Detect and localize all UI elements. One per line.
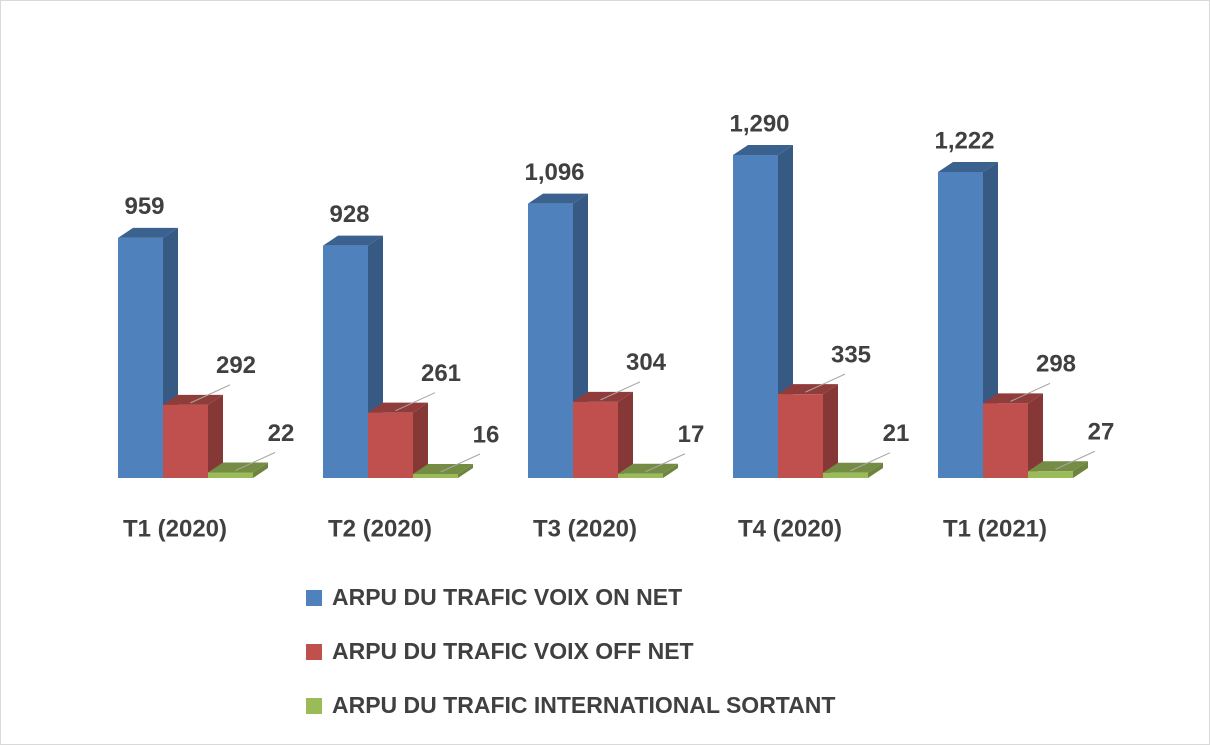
bar-top	[938, 162, 998, 173]
bar-top	[413, 463, 473, 474]
leader-line	[235, 452, 276, 471]
data-label: 304	[626, 349, 667, 376]
bar-side	[663, 463, 678, 478]
data-label: 1,290	[729, 110, 789, 137]
bar-front	[118, 237, 163, 478]
bar	[823, 462, 883, 478]
bar-front	[323, 245, 368, 478]
data-label: 959	[124, 193, 164, 220]
bar-top	[778, 384, 838, 395]
legend-swatch	[306, 590, 322, 606]
bar-top	[733, 145, 793, 155]
data-label: 292	[216, 352, 256, 379]
bar-top	[528, 193, 588, 204]
legend-swatch	[306, 644, 322, 660]
bar-side	[618, 391, 633, 478]
bar-side	[413, 402, 428, 478]
legend-label: ARPU DU TRAFIC VOIX ON NET	[332, 584, 682, 610]
bar-front	[983, 403, 1028, 478]
bar-front	[823, 472, 868, 478]
data-label: 1,096	[524, 159, 584, 186]
legend-label: ARPU DU TRAFIC INTERNATIONAL SORTANT	[332, 692, 835, 718]
bar-front	[1028, 471, 1073, 478]
data-label: 22	[268, 420, 295, 447]
bar-side	[823, 384, 838, 478]
bar-front	[163, 404, 208, 478]
bar-top	[323, 235, 383, 246]
x-tick-label: T4 (2020)	[738, 515, 842, 542]
bar-top	[368, 402, 428, 413]
bar-top	[163, 394, 223, 405]
leader-line	[600, 381, 641, 401]
data-label: 1,222	[934, 127, 994, 154]
leader-line	[805, 373, 846, 393]
bar	[413, 463, 473, 478]
x-tick-label: T3 (2020)	[533, 515, 637, 542]
bar-top	[573, 391, 633, 402]
bar-top	[823, 462, 883, 473]
bar-front	[938, 172, 983, 478]
data-label: 298	[1036, 351, 1076, 378]
bar-front	[368, 412, 413, 478]
leader-line	[1055, 450, 1096, 470]
bar-side	[1073, 461, 1088, 478]
bar	[368, 402, 428, 478]
bar-front	[618, 473, 663, 478]
bar	[778, 384, 838, 478]
bar-front	[208, 472, 253, 478]
data-label: 16	[473, 421, 500, 448]
bar-side	[1028, 393, 1043, 478]
legend-swatch	[306, 698, 322, 714]
legend-label: ARPU DU TRAFIC VOIX OFF NET	[332, 638, 694, 664]
data-label: 17	[678, 421, 705, 448]
bar	[208, 462, 268, 478]
bar-side	[208, 394, 223, 478]
x-tick-label: T1 (2021)	[943, 515, 1047, 542]
bar	[983, 393, 1043, 478]
bar-front	[528, 203, 573, 478]
bar	[618, 463, 678, 478]
bar-front	[573, 401, 618, 478]
bar-top	[118, 227, 178, 238]
data-label: 335	[831, 341, 871, 368]
data-label: 261	[421, 360, 461, 387]
leader-line	[190, 384, 231, 404]
x-tick-label: T1 (2020)	[123, 515, 227, 542]
bar-front	[413, 473, 458, 478]
bar-top	[618, 463, 678, 474]
leader-line	[1010, 382, 1051, 402]
bar	[573, 391, 633, 478]
x-tick-label: T2 (2020)	[328, 515, 432, 542]
leader-line	[850, 452, 891, 472]
bar	[163, 394, 223, 478]
bar-front	[733, 155, 778, 478]
bar-top	[208, 462, 268, 473]
bar	[1028, 461, 1088, 478]
bar-side	[868, 462, 883, 478]
data-label: 928	[329, 201, 369, 228]
leader-line	[395, 392, 436, 412]
data-label: 27	[1088, 419, 1115, 446]
leader-line	[440, 453, 481, 473]
data-label: 21	[883, 420, 910, 447]
bar-front	[778, 394, 823, 478]
bar-top	[1028, 461, 1088, 472]
bar-top	[983, 393, 1043, 404]
leader-line	[645, 453, 686, 473]
bar-side	[458, 463, 473, 478]
bar-side	[253, 462, 268, 478]
